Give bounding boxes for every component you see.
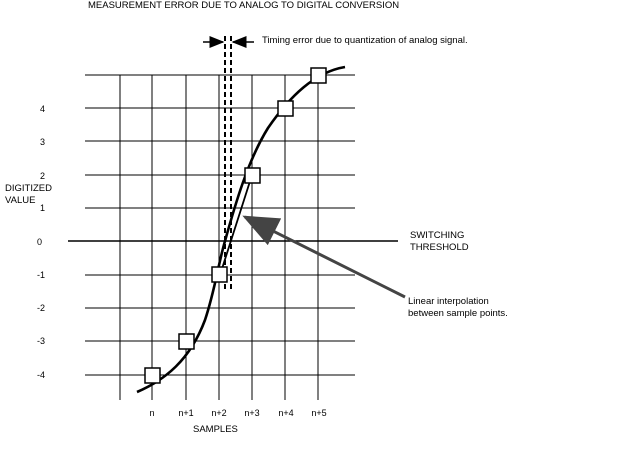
sample-point-n3 bbox=[244, 167, 261, 184]
x-tick-label: n+3 bbox=[244, 408, 260, 418]
sample-point-n4 bbox=[277, 100, 294, 117]
interpolation-pointer-arrow bbox=[242, 215, 406, 299]
y-tick-label: 0 bbox=[37, 237, 43, 247]
sample-point-n2 bbox=[211, 266, 228, 283]
y-axis-label-line1: DIGITIZED bbox=[5, 183, 52, 194]
interpolation-label-line2: between sample points. bbox=[408, 308, 508, 319]
diagram-title: MEASUREMENT ERROR DUE TO ANALOG TO DIGIT… bbox=[88, 0, 400, 11]
x-axis-label: SAMPLES bbox=[193, 424, 238, 435]
x-tick-label: n bbox=[149, 408, 155, 418]
y-tick-label: -1 bbox=[36, 270, 45, 280]
grid bbox=[85, 74, 355, 400]
x-tick-label: n+5 bbox=[311, 408, 327, 418]
y-tick-label: 3 bbox=[39, 137, 45, 147]
threshold-label-line2: THRESHOLD bbox=[410, 242, 469, 253]
y-tick-label: -2 bbox=[36, 303, 45, 313]
x-tick-label: n+2 bbox=[211, 408, 227, 418]
x-tick-label: n+1 bbox=[178, 408, 194, 418]
x-tick-label: n+4 bbox=[278, 408, 294, 418]
linear-interpolation-line bbox=[219, 174, 253, 276]
sample-points bbox=[144, 67, 327, 384]
sample-point-n1 bbox=[178, 333, 195, 350]
timing-error-label: Timing error due to quantization of anal… bbox=[262, 35, 468, 46]
sample-point-n bbox=[144, 367, 161, 384]
y-tick-label: 2 bbox=[39, 171, 45, 181]
y-tick-label: 4 bbox=[39, 104, 45, 114]
analog-signal-curve bbox=[136, 65, 346, 394]
threshold-label-line1: SWITCHING bbox=[410, 230, 465, 241]
sample-point-n5 bbox=[310, 67, 327, 84]
y-tick-label: -3 bbox=[36, 336, 45, 346]
interpolation-label-line1: Linear interpolation bbox=[408, 296, 489, 307]
y-tick-label: -4 bbox=[36, 370, 45, 380]
y-tick-label: 1 bbox=[39, 203, 45, 213]
y-axis-label-line2: VALUE bbox=[5, 195, 36, 206]
